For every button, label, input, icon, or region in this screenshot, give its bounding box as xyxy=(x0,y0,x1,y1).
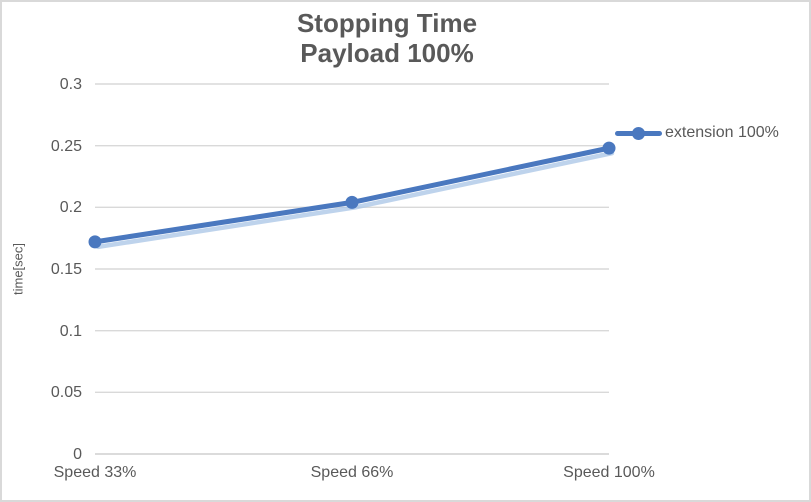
y-tick-label: 0.05 xyxy=(50,384,82,402)
legend-label: extension 100% xyxy=(665,124,779,141)
data-point-marker xyxy=(345,195,359,209)
data-point-marker xyxy=(88,235,102,249)
x-category-label: Speed 66% xyxy=(310,464,394,481)
series-line xyxy=(92,145,612,245)
legend-series-marker-icon xyxy=(615,126,662,140)
y-tick-label: 0.2 xyxy=(59,199,82,217)
data-point-marker xyxy=(602,141,616,155)
y-tick-label: 0.15 xyxy=(50,261,82,278)
x-category-label: Speed 100% xyxy=(563,464,655,481)
y-tick-label: 0.1 xyxy=(59,322,82,340)
chart-title-line1: Stopping Time xyxy=(296,8,478,38)
y-tick-label: 0.25 xyxy=(50,137,82,155)
chart-title: Stopping Time Payload 100% xyxy=(2,8,772,68)
legend: extension 100% xyxy=(615,124,779,142)
y-tick-label: 0 xyxy=(73,446,82,463)
x-category-label: Speed 33% xyxy=(53,464,137,481)
legend-dot-icon xyxy=(632,126,645,140)
y-tick-label: 0.3 xyxy=(59,76,82,93)
chart-title-line2: Payload 100% xyxy=(300,38,474,68)
